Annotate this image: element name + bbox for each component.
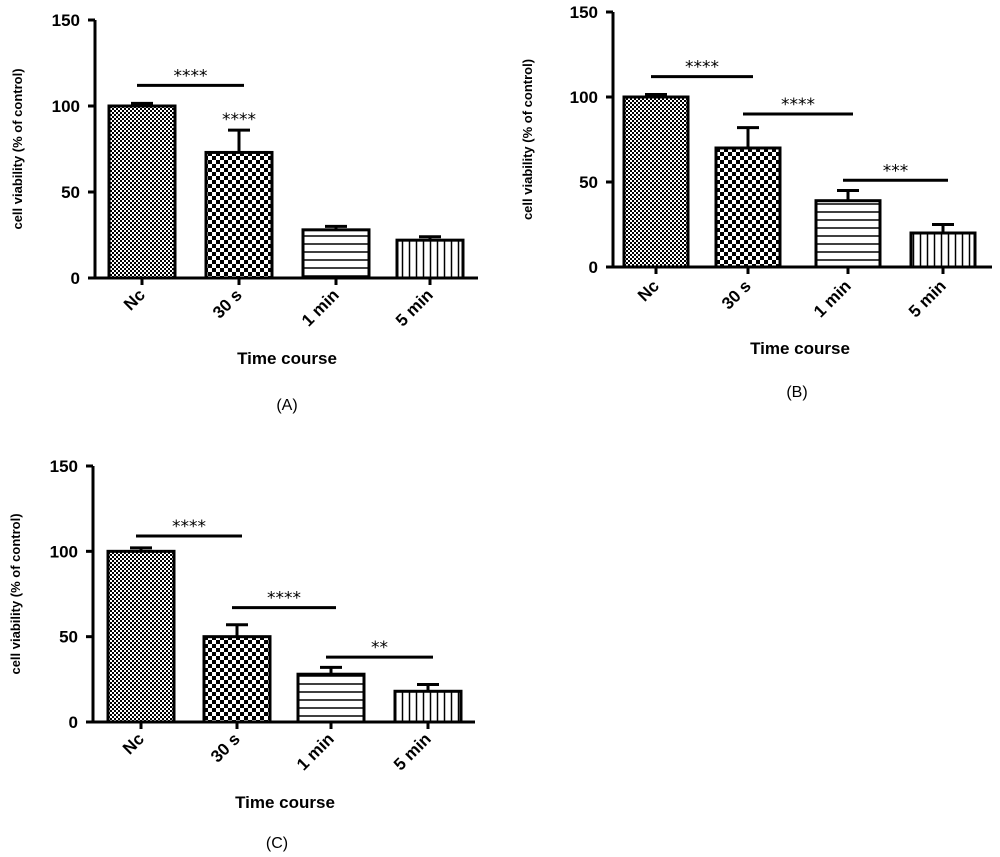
y-axis-label: cell viability (% of control) [10,68,25,229]
panel-label: (B) [786,384,807,401]
x-category-label: 1 min [810,276,855,321]
x-category-label: Nc [119,729,148,758]
bar-1-min [296,672,366,724]
bar-nc [107,104,177,280]
bar-nc [622,95,690,269]
x-axis-label: Time course [750,339,850,358]
y-tick-label: 50 [579,173,598,192]
y-tick-label: 150 [52,11,80,30]
chart-panel-0: 0 50 100 150 cell viability (% of control) Nc… [10,11,478,414]
chart-panel-2: 0 50 100 150 cell viability (% of control) Nc… [8,457,475,852]
bar-1-min [814,199,882,269]
significance-label: **** [267,589,301,609]
significance-label: **** [781,95,815,115]
x-axis-label: Time course [237,349,337,368]
significance-label: **** [172,517,206,537]
significance-label: **** [685,58,719,78]
x-category-label: 5 min [392,285,437,330]
y-axis-label: cell viability (% of control) [8,513,23,674]
y-tick-label: 100 [52,97,80,116]
x-category-label: Nc [634,276,663,305]
x-category-label: 5 min [390,729,435,774]
significance-label: ** [371,638,388,658]
bar-5-min [395,238,465,280]
y-tick-label: 150 [50,457,78,476]
x-category-label: Nc [120,285,149,314]
x-category-label: 5 min [905,276,950,321]
y-tick-label: 0 [71,269,80,288]
y-tick-label: 50 [59,628,78,647]
panel-label: (C) [266,835,288,852]
y-tick-label: 100 [570,88,598,107]
bar-nc [106,549,176,724]
y-tick-label: 50 [61,183,80,202]
y-tick-label: 0 [589,258,598,277]
y-axis-label: cell viability (% of control) [520,59,535,220]
bar-5-min [909,231,977,269]
x-axis-label: Time course [235,793,335,812]
bar-5-min [393,689,463,724]
y-tick-label: 150 [570,3,598,22]
significance-label: *** [883,161,909,181]
bar-30-s [714,146,782,269]
x-category-label: 1 min [293,729,338,774]
x-category-label: 30 s [718,276,755,313]
y-tick-label: 100 [50,542,78,561]
x-category-label: 30 s [207,729,244,766]
bar-1-min [301,228,371,280]
x-category-label: 1 min [298,285,343,330]
panel-label: (A) [276,397,297,414]
bar-30-s [202,635,272,724]
y-tick-label: 0 [69,713,78,732]
significance-label: **** [174,66,208,86]
significance-label: **** [222,110,256,130]
bar-30-s [204,150,274,280]
chart-panel-1: 0 50 100 150 cell viability (% of control) Nc… [520,3,992,401]
x-category-label: 30 s [209,285,246,322]
